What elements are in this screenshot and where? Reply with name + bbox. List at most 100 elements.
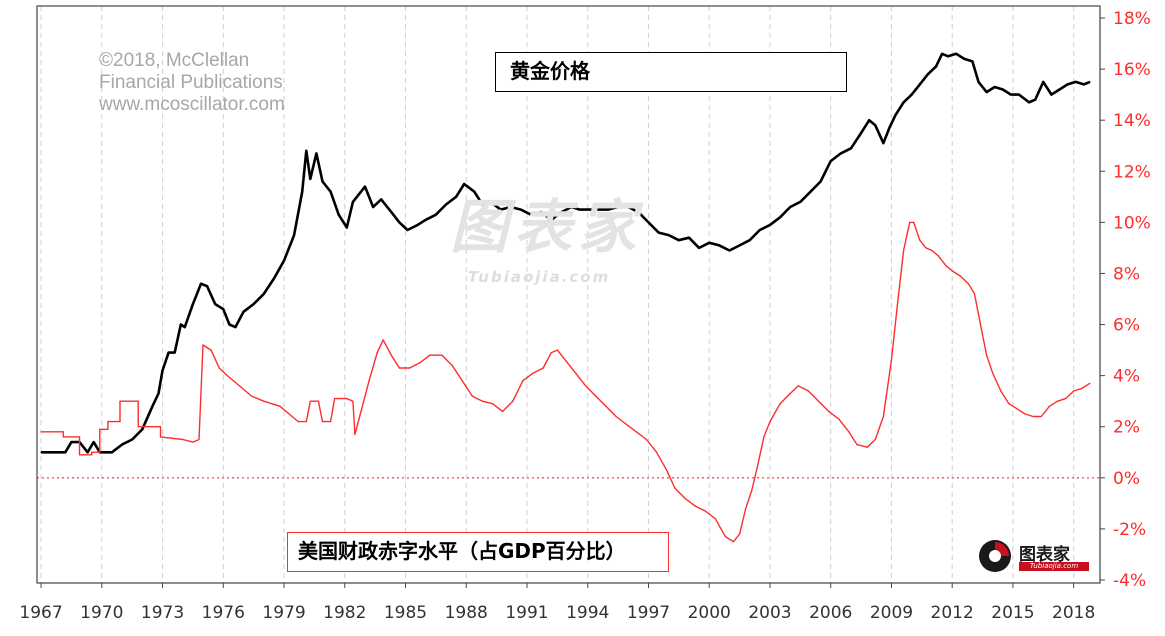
- brand-logo: 图表家 Tubiaojia.com: [977, 538, 1097, 578]
- data-point: [151, 405, 153, 407]
- data-point: [461, 380, 463, 382]
- data-point: [1089, 81, 1091, 83]
- data-point: [463, 183, 465, 185]
- data-point: [293, 234, 295, 236]
- data-point: [238, 385, 241, 387]
- data-point: [973, 293, 976, 295]
- data-point: [919, 83, 921, 85]
- data-point: [263, 293, 265, 295]
- data-point: [947, 55, 949, 57]
- data-point: [1075, 81, 1077, 83]
- x-tick-label: 1994: [566, 603, 609, 623]
- data-point: [99, 428, 101, 430]
- data-point: [1018, 94, 1020, 96]
- data-point: [62, 436, 64, 438]
- data-point: [882, 415, 885, 418]
- data-point: [321, 421, 324, 423]
- x-tick-label: 1997: [627, 603, 670, 623]
- data-point: [925, 247, 927, 249]
- deficit-points: [40, 221, 1091, 543]
- data-point: [739, 244, 741, 246]
- data-point: [119, 400, 121, 402]
- data-point: [406, 229, 409, 231]
- data-point: [986, 354, 988, 356]
- data-point: [368, 380, 370, 382]
- data-point: [417, 224, 419, 226]
- data-point: [674, 487, 676, 489]
- data-point: [1083, 83, 1085, 85]
- x-tick-label: 2000: [688, 603, 731, 623]
- data-point: [473, 191, 475, 193]
- data-point: [291, 415, 293, 418]
- data-point: [376, 352, 378, 354]
- credit-line-3: www.mcoscillator.com: [99, 94, 285, 115]
- data-point: [724, 536, 727, 538]
- data-point: [645, 438, 648, 441]
- credit-line-1: ©2018, McClellan: [99, 50, 250, 71]
- data-point: [656, 451, 658, 453]
- data-point: [635, 431, 637, 433]
- data-point: [919, 239, 921, 241]
- data-point: [184, 326, 186, 328]
- data-point: [977, 81, 980, 83]
- x-tick-label: 1976: [202, 603, 245, 623]
- data-point: [137, 400, 139, 402]
- x-tick-label: 1970: [80, 603, 123, 623]
- y-axis-right: -4% -2% 0% 2% 4% 6% 8% 10% 12% 14% 16% 18%: [1100, 9, 1151, 591]
- data-point: [637, 211, 640, 213]
- data-point: [338, 214, 340, 216]
- data-point: [481, 400, 483, 402]
- x-tick-label: 1979: [262, 603, 305, 623]
- data-point: [429, 354, 431, 356]
- data-point: [807, 390, 810, 392]
- data-point: [848, 431, 850, 433]
- data-point: [615, 415, 617, 418]
- data-point: [40, 451, 42, 453]
- data-point: [1081, 387, 1083, 389]
- data-point: [1016, 408, 1018, 410]
- data-point: [119, 421, 121, 423]
- data-point: [157, 392, 160, 395]
- data-point: [931, 249, 933, 252]
- y-tick-label: 16%: [1113, 60, 1151, 80]
- data-point: [874, 124, 876, 126]
- data-point: [903, 101, 905, 103]
- data-point: [935, 65, 937, 68]
- data-point: [409, 367, 411, 369]
- data-point: [882, 142, 885, 144]
- data-point: [595, 395, 597, 397]
- y-tick-label: 0%: [1113, 469, 1140, 489]
- data-point: [398, 221, 400, 223]
- data-point: [1028, 101, 1030, 103]
- data-point: [856, 444, 858, 446]
- data-point: [911, 94, 913, 96]
- data-point: [1058, 88, 1061, 91]
- y-tick-label: 6%: [1113, 316, 1140, 336]
- y-tick-label: 14%: [1113, 111, 1151, 131]
- data-point: [714, 518, 716, 520]
- data-point: [64, 451, 66, 453]
- data-point: [704, 510, 706, 512]
- data-point: [979, 323, 982, 326]
- x-tick-label: 2009: [870, 603, 913, 623]
- data-point: [78, 436, 81, 438]
- series-layer: [40, 52, 1091, 543]
- data-point: [684, 497, 686, 499]
- data-point: [40, 431, 42, 433]
- data-point: [779, 403, 781, 405]
- data-point: [840, 152, 842, 154]
- data-point: [698, 247, 700, 249]
- data-point: [502, 410, 504, 412]
- data-point: [70, 441, 72, 443]
- data-point: [718, 244, 720, 246]
- data-point: [352, 400, 354, 402]
- data-point: [346, 398, 348, 400]
- deficit-series-label: 美国财政赤字水平（占GDP百分比）: [287, 532, 669, 572]
- gold-series-label: 黄金价格: [495, 52, 847, 92]
- data-point: [360, 410, 362, 412]
- data-point: [78, 454, 81, 456]
- y-tick-label: 4%: [1113, 367, 1140, 387]
- data-point: [860, 132, 862, 134]
